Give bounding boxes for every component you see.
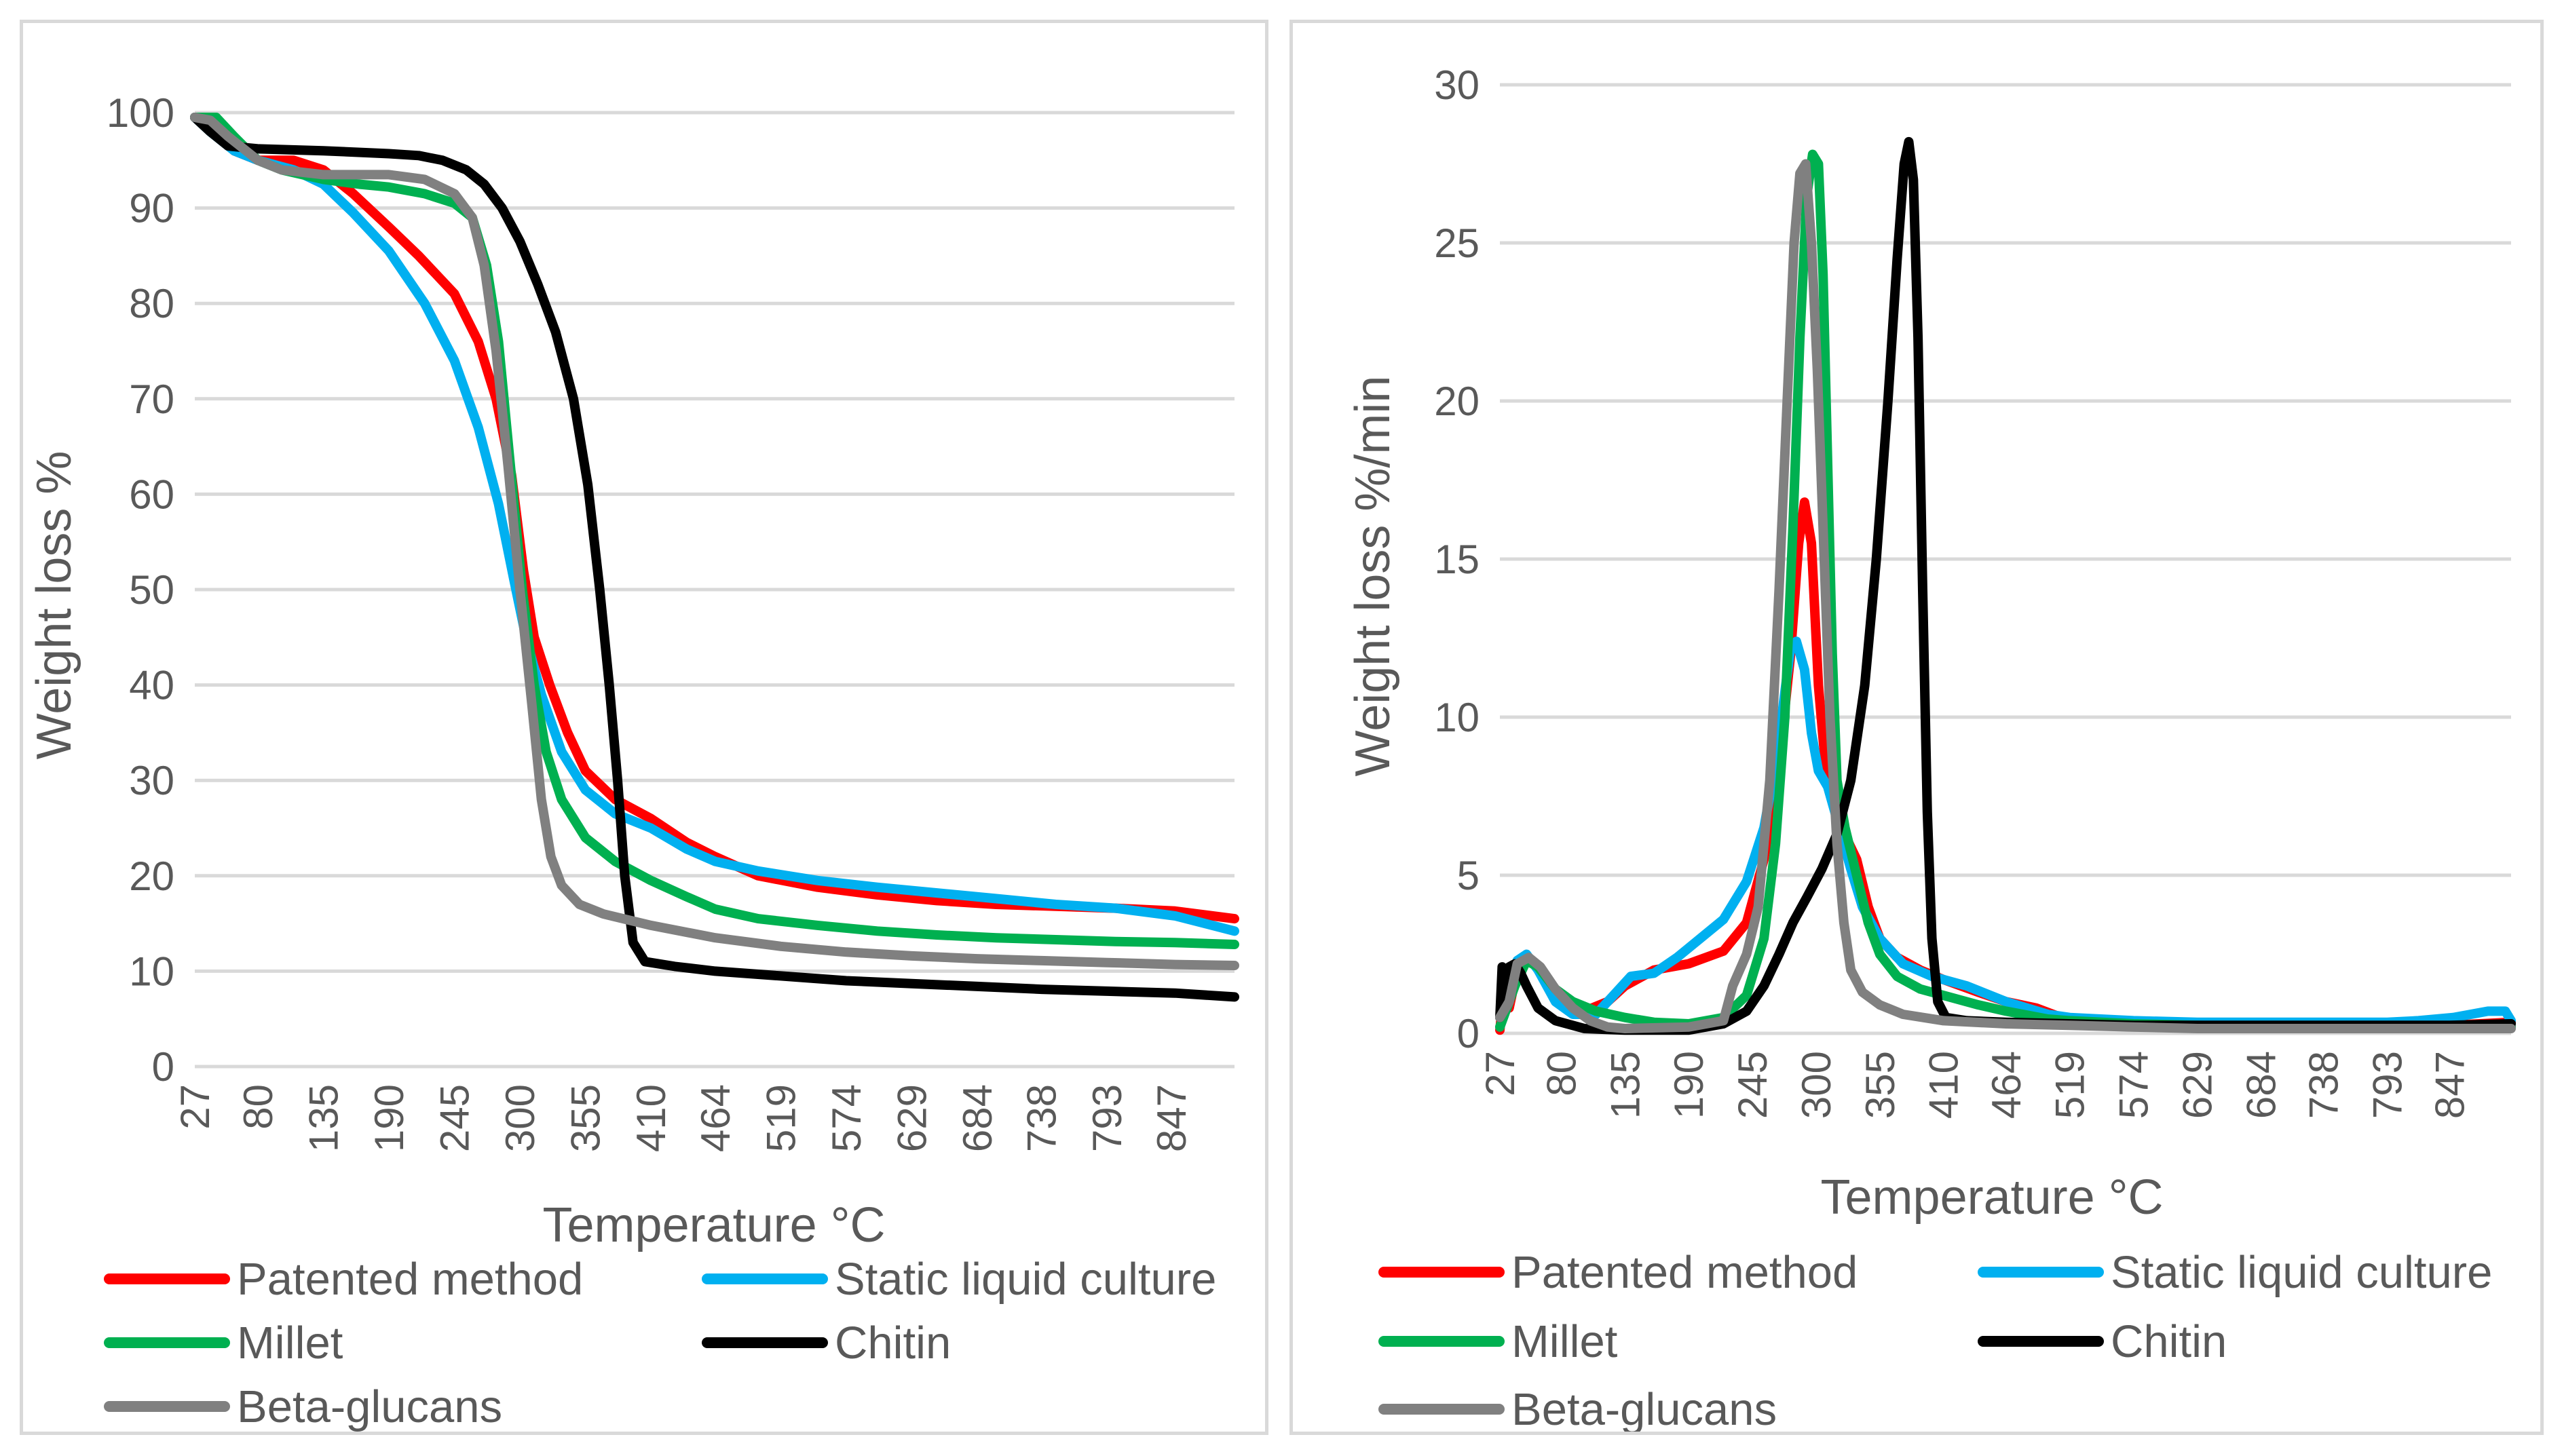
x-tick-label: 190 — [1666, 1051, 1712, 1119]
legend-label: Chitin — [835, 1318, 951, 1368]
x-tick-label: 190 — [366, 1084, 412, 1152]
legend-label: Patented method — [1511, 1247, 1858, 1298]
x-tick-label: 80 — [236, 1084, 281, 1130]
x-tick-label: 847 — [2428, 1051, 2473, 1119]
legend-item-chitin: Chitin — [1978, 1316, 2227, 1367]
y-tick-label: 0 — [1457, 1011, 1480, 1056]
x-tick-label: 135 — [301, 1084, 347, 1152]
series-line-chitin — [190, 113, 1239, 1002]
legend-label: Millet — [1511, 1316, 1618, 1367]
series-line-millet — [1495, 149, 2516, 1032]
x-tick-label: 300 — [497, 1084, 543, 1152]
legend-item-chitin: Chitin — [702, 1318, 951, 1368]
y-tick-label: 5 — [1457, 853, 1480, 898]
series-line-millet — [190, 113, 1239, 949]
series-lines — [1495, 136, 2516, 1035]
x-tick-label: 464 — [693, 1084, 738, 1152]
legend-item-beta-glucans: Beta-glucans — [1378, 1384, 1777, 1435]
y-tick-label: 40 — [129, 663, 174, 708]
x-tick-label: 135 — [1602, 1051, 1648, 1119]
x-tick-label: 574 — [824, 1084, 869, 1152]
x-tick-label: 519 — [2048, 1051, 2093, 1119]
x-tick-label: 410 — [1921, 1051, 1967, 1119]
series-line-beta-glucans — [1495, 159, 2516, 1033]
legend-item-patented-method: Patented method — [104, 1254, 583, 1305]
series-line-patented-method — [1495, 497, 2516, 1035]
legend-label: Patented method — [237, 1254, 583, 1305]
x-axis-title: Temperature °C — [1821, 1170, 2164, 1225]
weight-loss-rate-chart: 0 5 10 15 20 25 30 27 80 135 190 245 300 355 410 464 51… — [1346, 62, 2516, 1435]
series-lines — [190, 113, 1239, 1002]
y-tick-label: 20 — [1434, 379, 1480, 424]
legend-item-millet: Millet — [1378, 1316, 1618, 1367]
y-tick-label: 10 — [129, 949, 174, 994]
x-tick-label: 245 — [432, 1084, 478, 1152]
right-chart-panel: 0 5 10 15 20 25 30 27 80 135 190 245 300 355 410 464 51… — [1289, 20, 2544, 1435]
y-tick-labels: 0 5 10 15 20 25 30 — [1434, 62, 1480, 1056]
legend-item-beta-glucans: Beta-glucans — [104, 1381, 502, 1432]
x-tick-label: 519 — [758, 1084, 804, 1152]
legend: Patented method Static liquid culture Mill… — [1378, 1247, 2492, 1435]
y-tick-label: 80 — [129, 281, 174, 326]
x-tick-label: 629 — [889, 1084, 935, 1152]
y-tick-label: 0 — [152, 1044, 174, 1090]
series-line-patented-method — [190, 113, 1239, 924]
x-tick-label: 684 — [2238, 1051, 2284, 1119]
x-tick-label: 629 — [2174, 1051, 2220, 1119]
y-tick-label: 90 — [129, 186, 174, 231]
legend-label: Chitin — [2111, 1316, 2227, 1367]
y-tick-label: 60 — [129, 472, 174, 517]
x-tick-label: 738 — [1019, 1084, 1065, 1152]
series-line-static-liquid-culture — [190, 113, 1239, 936]
gridlines — [195, 111, 1235, 1069]
x-axis-title: Temperature °C — [543, 1198, 886, 1252]
x-tick-label: 355 — [563, 1084, 609, 1152]
y-tick-label: 20 — [129, 854, 174, 899]
series-line-chitin — [1495, 136, 2516, 1035]
x-tick-label: 80 — [1539, 1051, 1584, 1096]
x-tick-label: 464 — [1984, 1051, 2029, 1119]
y-tick-label: 100 — [107, 90, 174, 136]
legend-label: Millet — [237, 1318, 343, 1368]
x-tick-label: 793 — [2365, 1051, 2410, 1119]
legend-item-static-liquid-culture: Static liquid culture — [1978, 1247, 2492, 1298]
x-tick-label: 847 — [1149, 1084, 1194, 1152]
x-tick-label: 27 — [172, 1084, 218, 1130]
left-chart-panel: 0 10 20 30 40 50 60 70 80 90 100 27 80 135 190 245 300 3… — [20, 20, 1268, 1435]
x-tick-label: 793 — [1085, 1084, 1130, 1152]
weight-loss-chart: 0 10 20 30 40 50 60 70 80 90 100 27 80 135 190 245 300 3… — [27, 90, 1239, 1432]
x-tick-label: 410 — [628, 1084, 674, 1152]
legend-item-static-liquid-culture: Static liquid culture — [702, 1254, 1216, 1305]
y-tick-label: 15 — [1434, 537, 1480, 582]
legend: Patented method Static liquid culture Mill… — [104, 1254, 1216, 1432]
x-tick-label: 355 — [1858, 1051, 1903, 1119]
x-tick-label: 300 — [1794, 1051, 1839, 1119]
series-line-static-liquid-culture — [1495, 636, 2516, 1032]
y-tick-label: 50 — [129, 567, 174, 613]
y-tick-labels: 0 10 20 30 40 50 60 70 80 90 100 — [107, 90, 174, 1090]
y-tick-label: 10 — [1434, 695, 1480, 740]
legend-label: Static liquid culture — [2111, 1247, 2492, 1298]
legend-item-millet: Millet — [104, 1318, 343, 1368]
gridlines — [1500, 83, 2511, 1035]
x-tick-labels: 27 80 135 190 245 300 355 410 464 519 574 629 684 738… — [172, 1084, 1194, 1152]
y-axis-title: Weight loss % — [27, 451, 81, 760]
x-tick-labels: 27 80 135 190 245 300 355 410 464 519 574 629 684 738… — [1477, 1051, 2473, 1119]
y-tick-label: 70 — [129, 377, 174, 422]
legend-item-patented-method: Patented method — [1378, 1247, 1858, 1298]
legend-label: Beta-glucans — [1511, 1384, 1777, 1432]
y-tick-label: 25 — [1434, 221, 1480, 266]
x-tick-label: 684 — [955, 1084, 1000, 1152]
x-tick-label: 245 — [1730, 1051, 1775, 1119]
x-tick-label: 27 — [1477, 1051, 1523, 1096]
x-tick-label: 574 — [2111, 1051, 2157, 1119]
legend-label: Beta-glucans — [237, 1381, 502, 1432]
y-axis-title: Weight loss %/min — [1346, 376, 1400, 777]
y-tick-label: 30 — [1434, 62, 1480, 108]
series-line-beta-glucans — [190, 113, 1239, 970]
legend-label: Static liquid culture — [835, 1254, 1216, 1305]
x-tick-label: 738 — [2301, 1051, 2347, 1119]
y-tick-label: 30 — [129, 758, 174, 803]
